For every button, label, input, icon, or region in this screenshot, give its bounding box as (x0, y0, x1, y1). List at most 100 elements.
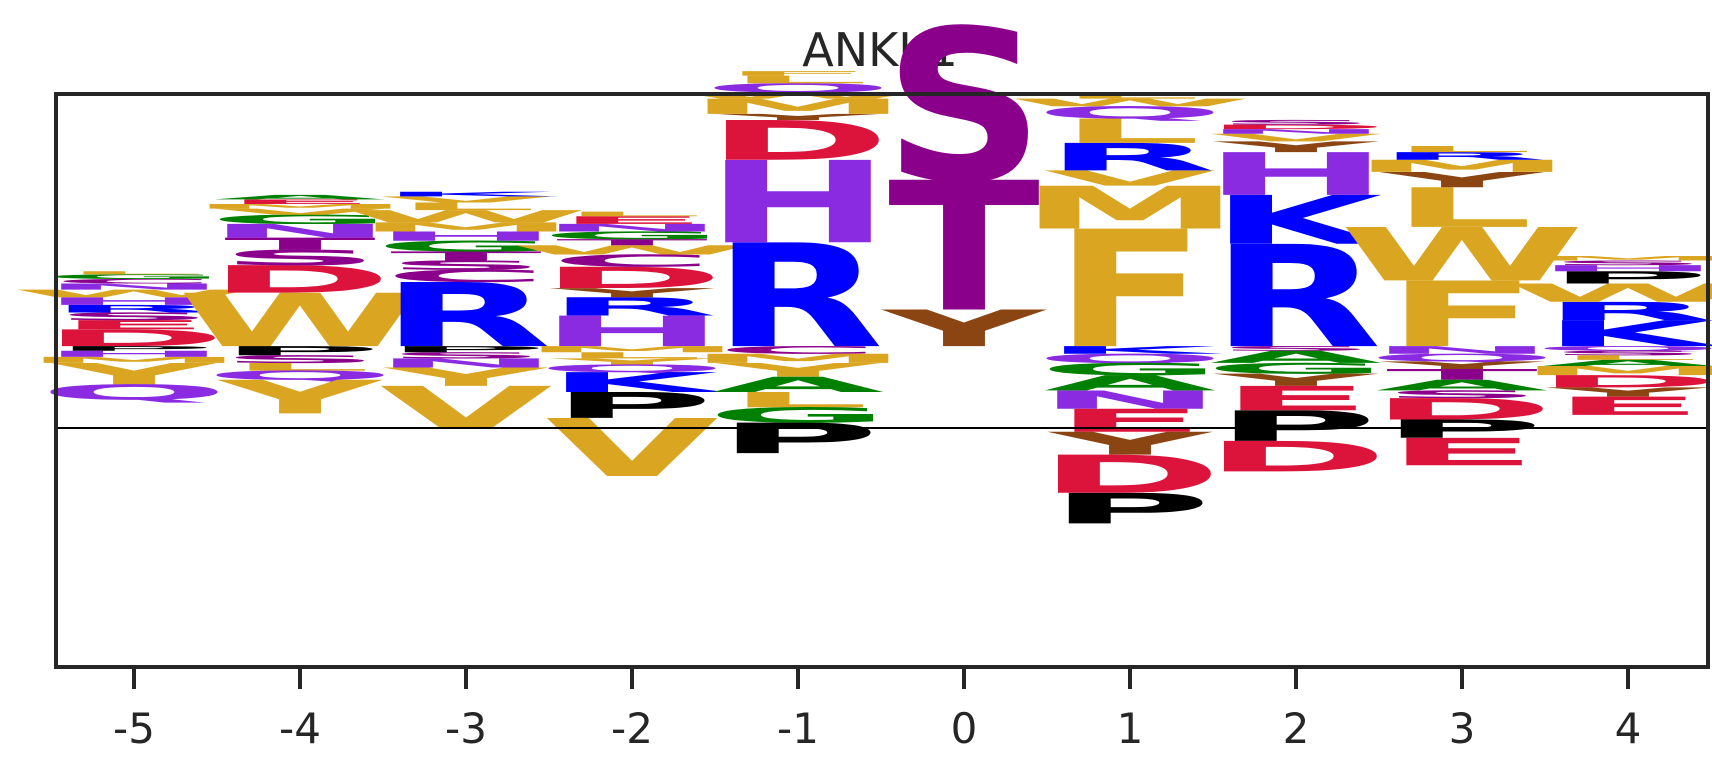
logo-letter-pos-5-up-2: S (54, 311, 215, 323)
logo-letter-pos2-up-4: V (1210, 132, 1382, 144)
logo-letter-pos-4-down-4: Y (217, 371, 385, 425)
logo-letter-pos-3-up-7: W (343, 207, 589, 226)
logo-letter-pos-4-up-9: A (214, 194, 386, 201)
logo-letter-pos-1-up-8: F (722, 70, 874, 77)
x-tick-label: -3 (445, 704, 487, 753)
logo-letter-pos-4-up-8: E (224, 198, 376, 205)
logo-letter-pos-2-up-3: D (540, 261, 725, 295)
logo-letter-pos-1-down-3: A (712, 373, 884, 397)
logo-letter-pos-4-down-3: Q (205, 368, 394, 383)
logo-letter-pos4-up-4: H (1535, 264, 1712, 274)
logo-letter-pos-2-up-9: E (556, 214, 708, 226)
logo-letter-pos2-down-4: E (1220, 379, 1372, 418)
logo-letter-pos-5-up-5: W (11, 288, 257, 300)
logo-letter-pos2-up-0: R (1210, 216, 1382, 379)
x-tick-label: 4 (1615, 704, 1642, 753)
logo-letters: DESRHWNCGLPHMYQWDSTNGVMEAPSLQYRCSTGHMWLV… (11, 0, 1712, 533)
logo-letter-pos3-up-1: W (1339, 213, 1585, 298)
logo-letter-pos-2-down-3: Q (537, 362, 726, 374)
logo-letter-pos2-up-7: S (1216, 119, 1376, 126)
logo-letter-pos-5-up-6: N (41, 282, 228, 292)
logo-letter-pos-5-up-0: D (42, 325, 227, 352)
logo-letter-pos1-down-3: A (1044, 371, 1216, 395)
logo-letter-pos0-up-0: Y (881, 300, 1048, 358)
logo-letter-pos3-down-8: E (1386, 430, 1538, 474)
logo-letter-pos1-up-0: F (1054, 196, 1206, 384)
logo-letter-pos-2-down-5: P (550, 385, 713, 426)
logo-letter-pos-4-up-3: T (224, 234, 376, 253)
logo-letter-pos-2-up-2: Y (548, 286, 715, 301)
logo-letter-pos2-up-3: Y (1212, 139, 1379, 156)
logo-letter-pos0-up-1: T (888, 144, 1040, 351)
logo-letter-pos-4-up-0: W (177, 279, 423, 364)
logo-letter-pos-3-up-3: T (390, 249, 542, 264)
logo-letter-pos2-up-6: D (1204, 123, 1389, 130)
logo-letter-pos-4-up-2: S (220, 246, 381, 270)
logo-letter-pos-3-down-1: S (386, 351, 547, 361)
logo-letter-pos-3-up-9: V (380, 195, 552, 205)
logo-letter-pos4-down-2: L (1557, 354, 1699, 361)
logo-letter-pos2-up-2: H (1203, 141, 1390, 209)
logo-letter-pos4-up-3: P (1546, 268, 1709, 287)
logo-letter-pos-5-up-7: C (52, 278, 216, 285)
logo-letter-pos3-up-3: Y (1378, 168, 1546, 192)
logo-letter-pos4-up-1: R (1542, 297, 1712, 326)
logo-letter-pos-5-up-3: R (48, 303, 220, 315)
logo-letter-pos-4-up-6: V (214, 207, 386, 217)
x-tick-label: 1 (1117, 704, 1144, 753)
logo-letter-pos-3-up-5: H (373, 229, 560, 244)
x-tick-label: -2 (611, 704, 653, 753)
logo-letter-pos-2-down-6: V (546, 403, 718, 495)
logo-letter-pos0-up-2: S (884, 0, 1045, 229)
logo-letter-pos2-down-6: D (1204, 433, 1389, 482)
logo-letter-pos-5-up-9: L (63, 270, 205, 275)
logo-letter-pos-3-up-6: M (355, 220, 577, 235)
logo-letter-pos3-up-5: R (1376, 150, 1548, 162)
logo-letter-pos-1-up-6: Q (703, 81, 892, 96)
logo-letter-pos-2-up-10: L (561, 210, 703, 217)
logo-letter-pos-5-up-1: E (58, 318, 210, 333)
logo-letter-pos1-down-0: K (1044, 344, 1225, 356)
logo-letter-pos-4-down-1: S (220, 353, 381, 365)
logo-letter-pos-1-down-0: C (716, 344, 880, 356)
logo-letter-pos1-up-4: L (1059, 112, 1201, 151)
logo-letter-pos-3-down-4: V (380, 375, 552, 443)
logo-letter-pos-3-up-8: L (395, 201, 537, 213)
logo-letter-pos-2-up-8: N (539, 222, 726, 234)
logo-letter-pos-1-down-5: G (707, 403, 890, 427)
logo-letter-pos4-down-4: M (1517, 364, 1712, 379)
logo-letter-pos-5-down-3: Y (51, 357, 218, 391)
logo-letter-pos2-down-3: Y (1212, 370, 1378, 389)
logo-letter-pos-3-up-10: K (380, 191, 560, 198)
logo-letter-pos-3-down-0: P (384, 345, 547, 355)
x-tick-label: 3 (1449, 704, 1476, 753)
logo-letter-pos-2-down-1: L (561, 351, 703, 361)
logo-letter-pos4-down-0: Q (1533, 345, 1712, 352)
logo-letter-pos-4-down-2: L (229, 361, 371, 373)
logo-letter-pos-1-down-6: P (716, 414, 879, 463)
logo-letter-pos1-up-5: Q (1035, 103, 1224, 122)
logo-letter-pos3-down-1: Q (1367, 352, 1556, 364)
logo-letter-pos1-down-8: P (1048, 484, 1211, 533)
x-tick-label: -5 (113, 704, 155, 753)
logo-letter-pos4-up-6: M (1517, 255, 1712, 262)
logo-letter-pos2-down-5: P (1214, 402, 1377, 451)
logo-letter-pos1-up-2: V (1044, 166, 1216, 190)
logo-letter-pos-1-down-2: Y (714, 359, 882, 381)
logo-letter-pos3-up-2: L (1391, 177, 1533, 240)
logo-letter-pos4-down-5: D (1536, 372, 1712, 391)
logo-letter-pos-3-down-2: N (373, 356, 560, 371)
logo-letter-pos3-down-4: A (1376, 377, 1548, 394)
x-tick-label: -1 (777, 704, 819, 753)
logo-letter-pos1-up-6: W (1007, 97, 1253, 109)
logo-letter-pos3-down-5: S (1382, 388, 1543, 400)
logo-letter-pos4-down-1: S (1548, 350, 1708, 357)
logo-letter-pos3-up-4: M (1351, 156, 1573, 175)
logo-letter-pos2-up-1: K (1210, 181, 1390, 259)
logo-letter-pos-5-down-2: M (23, 355, 245, 365)
logo-letter-pos-3-up-0: R (380, 265, 552, 367)
logo-letter-pos3-down-6: D (1370, 392, 1555, 426)
logo-letter-pos-2-down-0: M (521, 345, 743, 355)
logo-letter-pos4-down-3: A (1542, 358, 1712, 368)
logo-letter-pos-3-up-1: C (384, 266, 548, 285)
